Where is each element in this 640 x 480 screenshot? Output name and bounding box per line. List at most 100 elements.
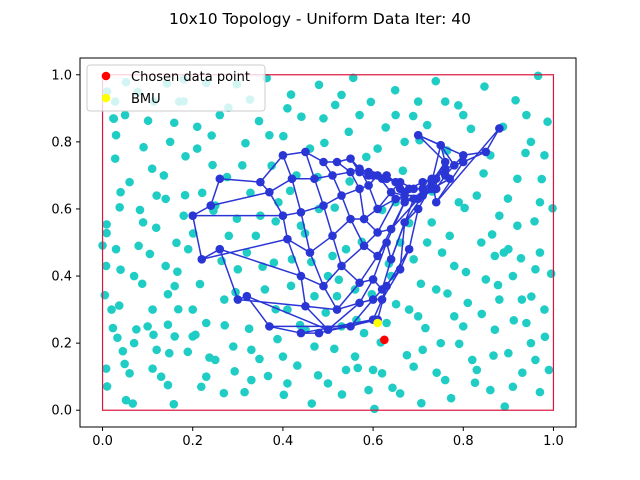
data-point xyxy=(240,387,249,397)
grid-node xyxy=(314,328,324,338)
data-point xyxy=(183,347,193,357)
grid-node xyxy=(359,241,369,251)
data-point xyxy=(517,295,527,304)
grid-edge xyxy=(219,248,302,277)
grid-edge xyxy=(269,325,302,334)
data-point xyxy=(440,97,450,106)
data-point xyxy=(192,122,202,132)
data-point xyxy=(377,369,387,378)
x-tick-label: 0.8 xyxy=(453,434,474,449)
grid-node xyxy=(400,218,409,227)
data-point xyxy=(454,100,463,110)
data-point xyxy=(543,117,552,127)
data-point xyxy=(382,318,391,328)
grid-node xyxy=(323,325,333,335)
data-point xyxy=(111,244,121,254)
data-point xyxy=(269,258,279,267)
data-point xyxy=(152,345,161,355)
data-point xyxy=(446,393,456,403)
data-point xyxy=(159,171,169,180)
data-point xyxy=(508,271,518,281)
data-point xyxy=(436,338,446,348)
data-point xyxy=(192,144,202,153)
legend-marker xyxy=(101,71,111,81)
grid-edge xyxy=(201,238,288,261)
data-point xyxy=(115,202,124,212)
data-point xyxy=(246,188,255,198)
data-point xyxy=(152,191,161,200)
data-point xyxy=(173,267,182,276)
grid-node xyxy=(377,295,387,304)
data-point xyxy=(297,112,306,122)
grid-node xyxy=(283,234,292,244)
data-point xyxy=(328,251,337,261)
data-point xyxy=(145,249,155,259)
grid-edge xyxy=(246,295,329,331)
data-point xyxy=(129,338,139,348)
y-tick-label: 0.4 xyxy=(51,270,72,285)
data-point xyxy=(537,174,547,184)
grid-node xyxy=(197,254,207,264)
grid-edge xyxy=(417,134,446,163)
grid-node xyxy=(373,251,382,261)
data-point xyxy=(163,320,173,329)
grid-node xyxy=(206,201,216,210)
grid-node xyxy=(373,171,382,180)
grid-node xyxy=(368,275,378,284)
data-point xyxy=(244,324,254,334)
data-point xyxy=(535,197,545,207)
data-point xyxy=(458,110,468,120)
data-point xyxy=(477,238,486,247)
data-point xyxy=(388,383,397,393)
data-point xyxy=(163,380,173,390)
grid-edge xyxy=(372,242,388,280)
grid-edge xyxy=(286,238,302,277)
grid-edge xyxy=(322,265,343,287)
data-point xyxy=(418,345,427,355)
data-point xyxy=(267,161,276,170)
data-point xyxy=(421,323,430,333)
grid-node xyxy=(337,261,346,271)
data-point xyxy=(314,80,324,90)
data-point xyxy=(513,221,522,231)
data-point xyxy=(241,138,250,148)
data-point xyxy=(247,345,256,355)
data-point xyxy=(467,355,477,365)
data-point xyxy=(278,352,288,361)
data-point xyxy=(109,114,119,124)
grid-node xyxy=(256,177,265,187)
data-point xyxy=(260,285,270,294)
grid-node xyxy=(278,150,288,160)
data-point xyxy=(139,142,148,152)
grid-node xyxy=(296,208,306,217)
data-point xyxy=(489,351,498,360)
grid-edge xyxy=(358,255,379,284)
data-point xyxy=(321,308,331,317)
data-point xyxy=(320,138,329,148)
grid-node xyxy=(382,174,391,184)
data-point xyxy=(521,148,530,158)
data-point xyxy=(134,241,143,251)
data-point xyxy=(161,194,170,204)
data-point xyxy=(169,118,179,128)
grid-edge xyxy=(268,178,293,193)
data-point xyxy=(472,365,482,375)
data-point xyxy=(432,368,441,377)
grid-node xyxy=(287,174,297,184)
grid-node xyxy=(355,298,364,308)
data-point xyxy=(490,251,500,261)
data-point xyxy=(254,116,264,126)
data-point xyxy=(409,362,418,371)
data-point xyxy=(283,104,292,113)
data-point xyxy=(273,334,282,344)
data-point xyxy=(148,364,157,373)
grid-node xyxy=(445,174,455,184)
data-point xyxy=(398,166,408,176)
data-point xyxy=(454,339,464,349)
data-point xyxy=(431,285,441,294)
data-point xyxy=(449,312,459,321)
grid-node xyxy=(386,224,396,234)
data-point xyxy=(348,73,358,83)
grid-node xyxy=(373,204,382,214)
